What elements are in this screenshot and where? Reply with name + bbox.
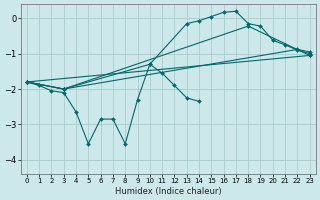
X-axis label: Humidex (Indice chaleur): Humidex (Indice chaleur) xyxy=(115,187,221,196)
